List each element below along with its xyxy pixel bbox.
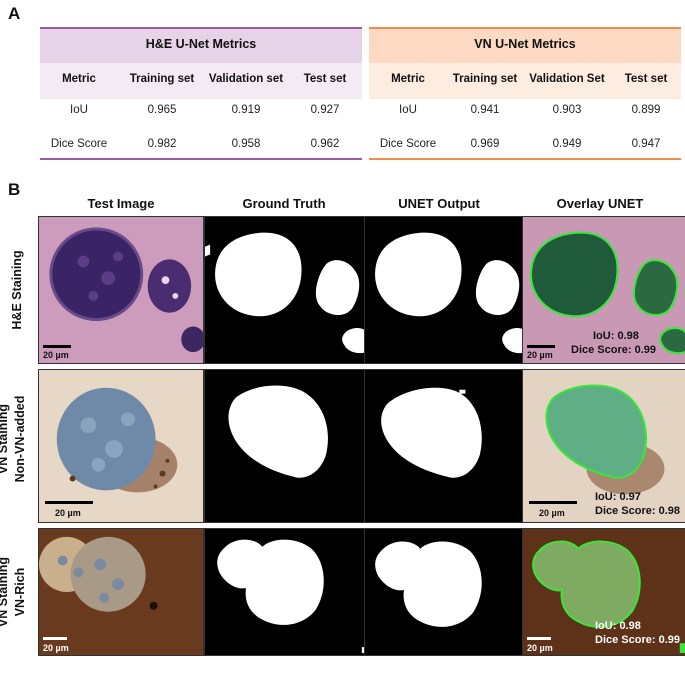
vn-rich-test-image: 20 µm [38, 528, 204, 656]
row-label-vn-line1: VN Staining [0, 403, 10, 475]
overlay-iou-text: IoU: 0.98 [593, 330, 639, 342]
col-header-metric: Metric [391, 73, 425, 85]
scale-bar [527, 637, 551, 640]
he-metrics-table: H&E U-Net Metrics Metric Training set Va… [40, 27, 362, 160]
scale-bar [43, 637, 67, 640]
table-cell: 0.962 [310, 138, 340, 150]
row-label-he-text: H&E Staining [10, 250, 24, 330]
vn-table-title: VN U-Net Metrics [474, 37, 576, 51]
column-title-overlay: Overlay UNET [556, 196, 644, 211]
row-label-he: H&E Staining [0, 216, 36, 364]
table-cell: Dice Score [50, 138, 108, 150]
he-unet-output [364, 216, 530, 364]
col-header-test: Test set [624, 73, 668, 85]
col-header-training: Training set [452, 73, 518, 85]
table-bottom-rule [40, 158, 362, 160]
panel-letter-b: B [8, 180, 21, 199]
col-header-training: Training set [129, 73, 195, 85]
row-label-vn-nonvn: VN Staining Non-VN-added [0, 369, 36, 523]
table-cell: IoU [70, 104, 88, 116]
he-ground-truth [204, 216, 370, 364]
table-column-header-bar [40, 63, 362, 99]
scale-label: 20 µm [527, 643, 553, 653]
vn-nonvn-overlay: 20 µm IoU: 0.97 Dice Score: 0.98 [522, 369, 685, 523]
table-cell: 0.947 [631, 138, 661, 150]
vn-nonvn-unet-output [364, 369, 530, 523]
he-table-title: H&E U-Net Metrics [145, 37, 257, 51]
row-label-vnrich-line2: VN-Rich [13, 567, 27, 617]
row-label-vn-rich: VN Staining VN-Rich [0, 528, 36, 656]
scale-label: 20 µm [55, 508, 81, 518]
table-cell: 0.969 [470, 138, 500, 150]
col-header-validation: Validation set [208, 73, 284, 85]
table-cell: 0.982 [147, 138, 177, 150]
overlay-dice-text: Dice Score: 0.99 [595, 634, 680, 646]
scale-bar [45, 501, 93, 504]
table-cell: 0.919 [231, 104, 261, 116]
scale-label: 20 µm [43, 643, 69, 653]
vn-rich-ground-truth [204, 528, 370, 656]
table-bottom-rule [369, 158, 681, 160]
row-label-vnrich-line1: VN Staining [0, 556, 10, 628]
scale-label: 20 µm [539, 508, 565, 518]
he-test-image: 20 µm [38, 216, 204, 364]
overlay-dice-text: Dice Score: 0.98 [595, 505, 680, 517]
table-cell: 0.949 [552, 138, 582, 150]
scale-bar [43, 345, 71, 348]
column-title-unet-output: UNET Output [398, 196, 480, 211]
scale-bar [527, 345, 555, 348]
table-top-rule [369, 27, 681, 29]
table-cell: 0.965 [147, 104, 177, 116]
scale-bar [529, 501, 577, 504]
scale-label: 20 µm [43, 350, 69, 360]
row-label-vn-line2: Non-VN-added [13, 395, 27, 483]
table-title-bar [369, 27, 681, 63]
column-title-ground-truth: Ground Truth [242, 196, 326, 211]
vn-rich-overlay: 20 µm IoU: 0.98 Dice Score: 0.99 [522, 528, 685, 656]
table-top-rule [40, 27, 362, 29]
overlay-dice-text: Dice Score: 0.99 [571, 344, 656, 356]
table-cell: 0.927 [310, 104, 340, 116]
vn-nonvn-ground-truth [204, 369, 370, 523]
he-overlay: 20 µm IoU: 0.98 Dice Score: 0.99 [522, 216, 685, 364]
vn-nonvn-test-image: 20 µm [38, 369, 204, 523]
panel-letter-a: A [8, 4, 21, 23]
col-header-test: Test set [303, 73, 347, 85]
col-header-validation: Validation Set [529, 73, 605, 85]
vn-rich-unet-output [364, 528, 530, 656]
table-cell: 0.958 [231, 138, 261, 150]
column-title-test-image: Test Image [87, 196, 155, 211]
table-cell: 0.941 [470, 104, 500, 116]
scale-label: 20 µm [527, 350, 553, 360]
table-cell: 0.903 [552, 104, 582, 116]
col-header-metric: Metric [62, 73, 96, 85]
table-title-bar [40, 27, 362, 63]
overlay-iou-text: IoU: 0.97 [595, 491, 641, 503]
table-column-header-bar [369, 63, 681, 99]
table-cell: 0.899 [631, 104, 661, 116]
vn-metrics-table: VN U-Net Metrics Metric Training set Val… [369, 27, 681, 160]
table-cell: IoU [399, 104, 417, 116]
overlay-iou-text: IoU: 0.98 [595, 620, 641, 632]
table-cell: Dice Score [379, 138, 437, 150]
